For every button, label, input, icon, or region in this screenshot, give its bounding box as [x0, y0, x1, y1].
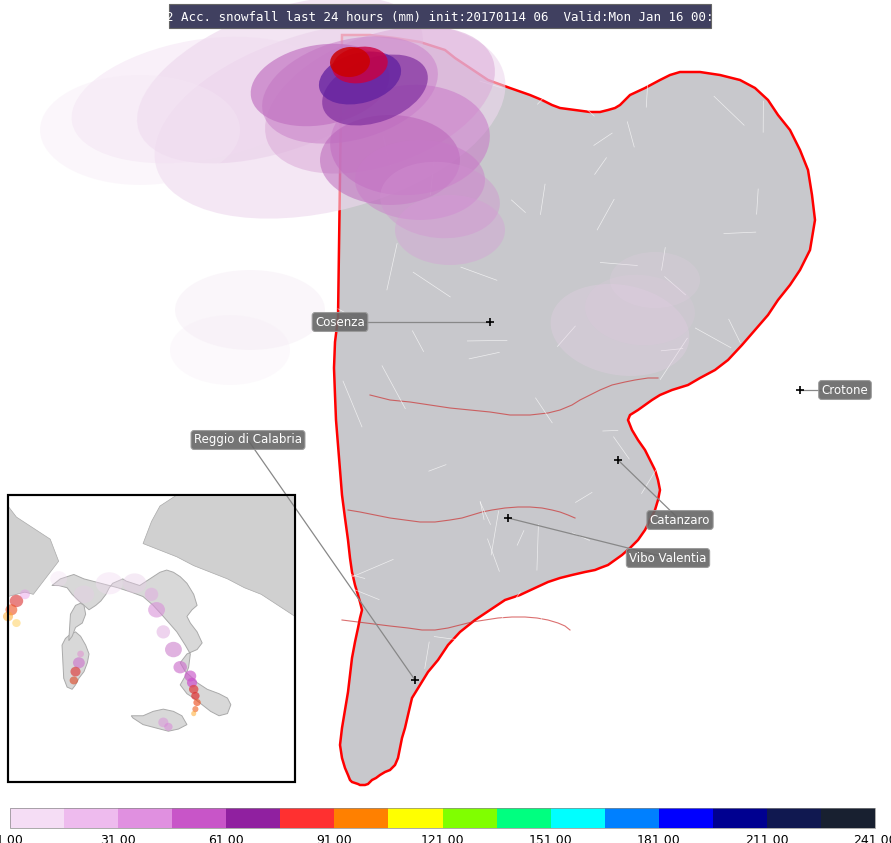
Ellipse shape — [96, 572, 123, 594]
Ellipse shape — [71, 37, 329, 164]
Polygon shape — [62, 632, 89, 690]
Ellipse shape — [74, 586, 94, 604]
Polygon shape — [52, 570, 231, 716]
Ellipse shape — [50, 572, 67, 587]
Ellipse shape — [192, 706, 199, 712]
Polygon shape — [143, 495, 295, 616]
Polygon shape — [334, 35, 815, 785]
Bar — [496, 808, 551, 828]
Ellipse shape — [3, 611, 13, 621]
Text: 31.00: 31.00 — [101, 834, 136, 843]
Ellipse shape — [174, 661, 187, 674]
Ellipse shape — [193, 699, 200, 706]
Bar — [334, 808, 388, 828]
Ellipse shape — [164, 722, 173, 731]
Text: 121.00: 121.00 — [421, 834, 464, 843]
Bar — [821, 808, 875, 828]
Text: 151.00: 151.00 — [528, 834, 573, 843]
Text: Cosenza: Cosenza — [315, 315, 365, 329]
Ellipse shape — [159, 717, 168, 728]
Bar — [10, 808, 875, 828]
Polygon shape — [131, 709, 187, 731]
Ellipse shape — [20, 589, 30, 599]
Ellipse shape — [189, 685, 199, 694]
Bar — [605, 808, 658, 828]
Bar — [281, 808, 334, 828]
Bar — [388, 808, 443, 828]
Ellipse shape — [69, 676, 78, 685]
Ellipse shape — [12, 619, 20, 627]
Text: 211.00: 211.00 — [745, 834, 789, 843]
Ellipse shape — [157, 626, 170, 638]
Ellipse shape — [192, 692, 200, 700]
Ellipse shape — [551, 284, 690, 376]
Text: Vibo Valentia: Vibo Valentia — [629, 551, 707, 565]
Text: 61.00: 61.00 — [208, 834, 244, 843]
Ellipse shape — [323, 55, 428, 126]
Ellipse shape — [319, 51, 401, 105]
Ellipse shape — [262, 36, 437, 143]
Text: 181.00: 181.00 — [637, 834, 681, 843]
Ellipse shape — [5, 604, 17, 615]
Ellipse shape — [170, 315, 290, 385]
Ellipse shape — [395, 195, 505, 265]
Ellipse shape — [184, 670, 196, 681]
Ellipse shape — [78, 651, 84, 658]
Ellipse shape — [585, 275, 695, 345]
Ellipse shape — [265, 26, 495, 174]
Ellipse shape — [192, 711, 196, 717]
Text: Crotone: Crotone — [822, 384, 869, 396]
Ellipse shape — [330, 47, 370, 77]
Ellipse shape — [187, 678, 197, 688]
Bar — [551, 808, 605, 828]
Ellipse shape — [10, 595, 23, 607]
Polygon shape — [8, 506, 59, 597]
Bar — [658, 808, 713, 828]
Bar — [10, 808, 64, 828]
Text: Catanzaro: Catanzaro — [650, 513, 710, 527]
Bar — [172, 808, 226, 828]
Bar — [8, 495, 295, 782]
Ellipse shape — [73, 658, 85, 668]
Ellipse shape — [123, 573, 146, 593]
Text: 241.00: 241.00 — [854, 834, 891, 843]
Bar — [8, 495, 295, 782]
Ellipse shape — [332, 46, 388, 83]
Ellipse shape — [380, 162, 500, 239]
Ellipse shape — [40, 75, 240, 185]
Ellipse shape — [70, 667, 80, 676]
Ellipse shape — [175, 270, 325, 350]
Bar — [713, 808, 767, 828]
Text: 91.00: 91.00 — [316, 834, 352, 843]
Ellipse shape — [165, 642, 182, 658]
Polygon shape — [69, 604, 86, 641]
Ellipse shape — [250, 44, 389, 126]
Bar — [226, 808, 281, 828]
Ellipse shape — [320, 115, 460, 205]
Ellipse shape — [331, 85, 490, 196]
Text: Reggio di Calabria: Reggio di Calabria — [194, 433, 302, 447]
Ellipse shape — [137, 0, 423, 164]
Text: MC-EMM EMM2 Acc. snowfall last 24 hours (mm) init:20170114 06  Valid:Mon Jan 16 : MC-EMM EMM2 Acc. snowfall last 24 hours … — [91, 10, 789, 24]
Bar — [64, 808, 119, 828]
Bar — [767, 808, 821, 828]
Bar — [119, 808, 172, 828]
Text: 1.00: 1.00 — [0, 834, 24, 843]
Ellipse shape — [355, 140, 485, 220]
Ellipse shape — [148, 602, 165, 618]
Bar — [443, 808, 496, 828]
Ellipse shape — [144, 588, 159, 601]
FancyBboxPatch shape — [169, 4, 711, 28]
Ellipse shape — [154, 21, 505, 218]
Ellipse shape — [610, 252, 700, 308]
